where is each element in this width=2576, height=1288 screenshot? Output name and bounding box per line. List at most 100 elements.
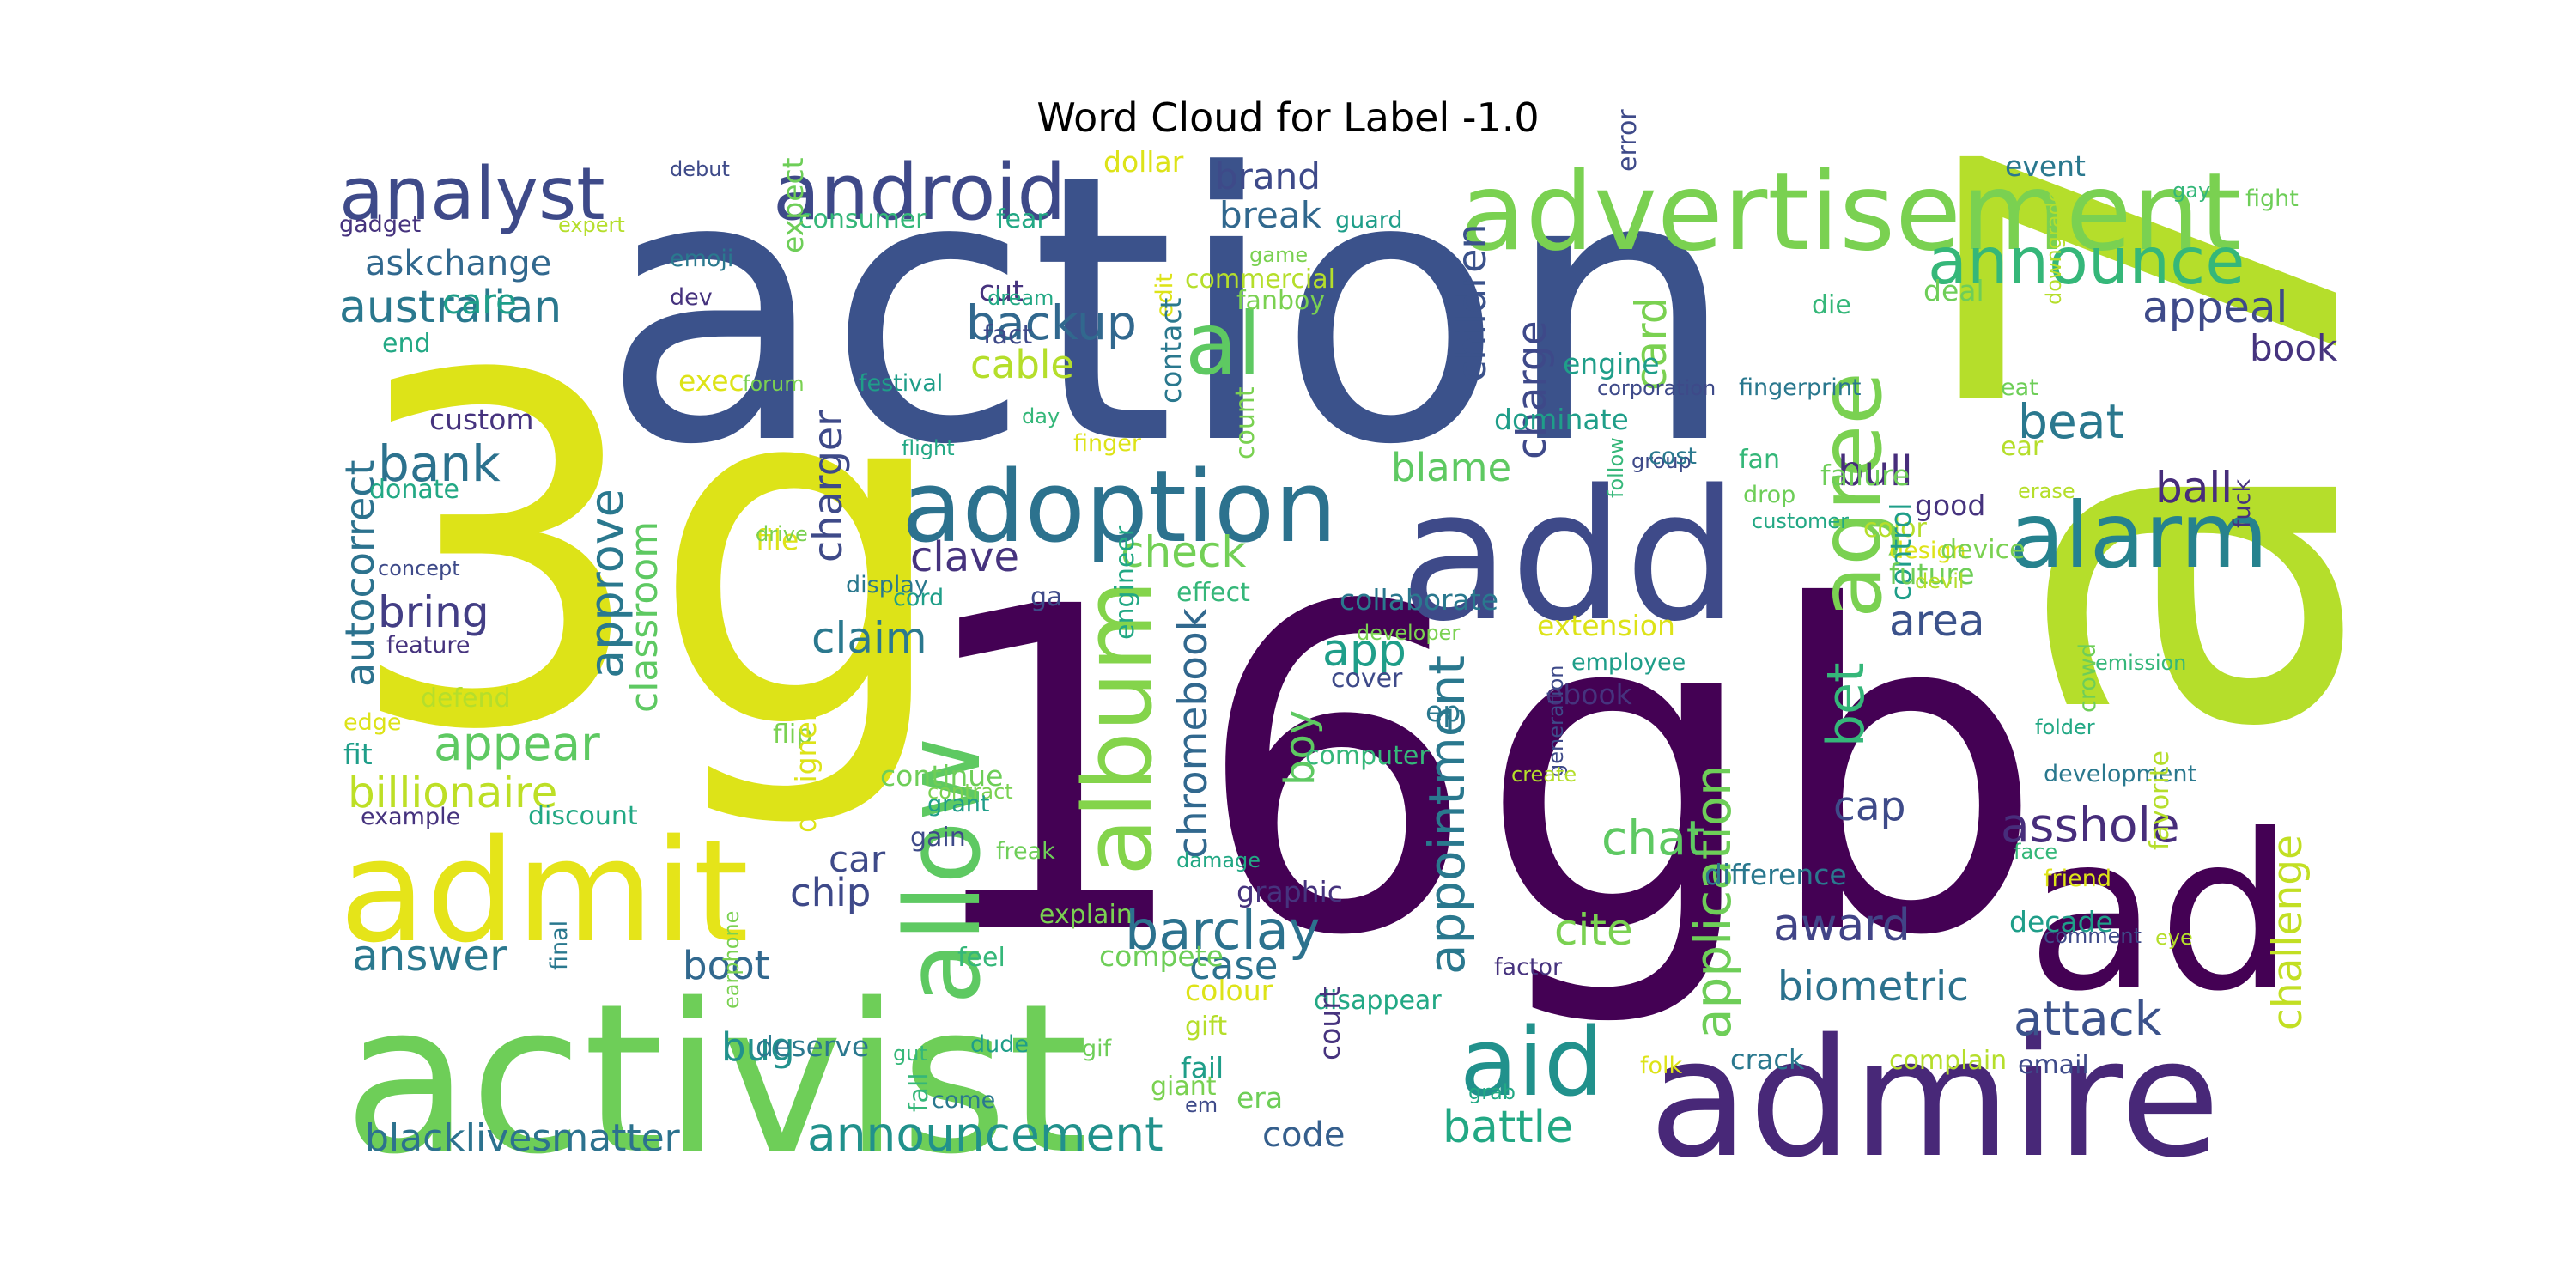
- word-dude: dude: [970, 1031, 1029, 1058]
- word-emoji: emoji: [670, 246, 733, 272]
- word-exec: exec: [678, 364, 744, 398]
- word-fingerprint: fingerprint: [1739, 374, 1861, 401]
- word-continue: continue: [880, 759, 1004, 793]
- word-ask: ask: [365, 244, 424, 283]
- word-final: final: [546, 920, 573, 970]
- word-cover: cover: [1331, 664, 1403, 694]
- word-dream: dream: [987, 286, 1054, 310]
- word-approve: approve: [580, 489, 634, 678]
- word-comment: comment: [2044, 924, 2142, 948]
- word-computer: computer: [1305, 741, 1430, 771]
- word-announcement: announcement: [807, 1107, 1163, 1162]
- word-award: award: [1773, 900, 1911, 951]
- word-alarm: alarm: [2009, 483, 2268, 588]
- word-day: day: [1022, 404, 1060, 428]
- word-boy: boy: [1276, 710, 1324, 786]
- word-ear: ear: [2001, 432, 2044, 462]
- word-aid: aid: [1460, 1007, 1604, 1117]
- word-decade: decade: [2009, 905, 2113, 939]
- word-donate: donate: [369, 475, 459, 505]
- word-fit: fit: [343, 738, 373, 771]
- word-event: event: [2005, 149, 2086, 183]
- word-expert: expert: [558, 213, 625, 237]
- word-deserve: deserve: [756, 1030, 869, 1063]
- word-challenge: challenge: [2264, 835, 2312, 1030]
- word-complain: complain: [1889, 1046, 2007, 1076]
- word-gift: gift: [1185, 1012, 1227, 1042]
- word-compete: compete: [1099, 939, 1224, 973]
- word-battle: battle: [1443, 1102, 1573, 1153]
- word-development: development: [2044, 761, 2196, 787]
- word-court: court: [1313, 987, 1346, 1060]
- word-feature: feature: [386, 632, 470, 659]
- word-application: application: [1684, 764, 1742, 1039]
- word-backup: backup: [966, 295, 1137, 350]
- word-finger: finger: [1073, 430, 1142, 457]
- word-analyst: analyst: [339, 152, 605, 237]
- word-favorite: favorite: [2145, 750, 2175, 850]
- word-claim: claim: [811, 613, 927, 663]
- word-care: care: [442, 283, 517, 322]
- word-asshole: asshole: [2001, 798, 2180, 853]
- word-explain: explain: [1039, 900, 1133, 930]
- word-folk: folk: [1640, 1053, 1683, 1079]
- word-concept: concept: [378, 556, 460, 580]
- word-consumer: consumer: [799, 204, 927, 234]
- word-eat: eat: [2001, 374, 2038, 401]
- word-charger: charger: [805, 410, 851, 562]
- word-em: em: [1185, 1093, 1218, 1117]
- word-gay: gay: [2172, 179, 2210, 203]
- word-color: color: [1863, 513, 1928, 544]
- word-area: area: [1889, 596, 1985, 646]
- word-debut: debut: [670, 157, 730, 181]
- word-blacklivesmatter: blacklivesmatter: [365, 1116, 681, 1160]
- word-fall: fall: [904, 1072, 934, 1112]
- word-flight: flight: [902, 436, 955, 460]
- word-come: come: [932, 1087, 995, 1114]
- word-graphic: graphic: [1236, 875, 1343, 908]
- word-advertisement: advertisement: [1460, 150, 2242, 275]
- word-app: app: [1322, 625, 1406, 677]
- word-appear: appear: [434, 716, 600, 771]
- word-a7: a7: [1857, 112, 2458, 756]
- word-era: era: [1236, 1081, 1283, 1115]
- word-grant: grant: [927, 791, 989, 817]
- word-edit: edit: [1151, 273, 1178, 318]
- word-effect: effect: [1176, 578, 1250, 608]
- word-fuck: fuck: [2229, 479, 2256, 528]
- word-emission: emission: [2095, 651, 2186, 675]
- word-earphone: earphone: [720, 911, 744, 1009]
- word-appointment: appointment: [1418, 655, 1476, 975]
- word-cut: cut: [979, 274, 1024, 307]
- word-action: action: [601, 96, 1738, 526]
- word-custom: custom: [429, 403, 534, 436]
- word-answer: answer: [352, 931, 507, 981]
- word-book: book: [2250, 327, 2338, 369]
- word-blame: blame: [1391, 445, 1511, 490]
- word-bug: bug: [721, 1024, 795, 1070]
- word-error: error: [1613, 109, 1643, 172]
- word-game: game: [1249, 243, 1308, 267]
- word-break: break: [1219, 194, 1322, 236]
- word-festival: festival: [859, 370, 943, 397]
- word-ebook: ebook: [1546, 677, 1633, 711]
- word-grab: grab: [1468, 1080, 1516, 1104]
- word-boot: boot: [683, 943, 769, 988]
- word-contract: contract: [927, 780, 1013, 804]
- word-autocorrect: autocorrect: [337, 459, 383, 687]
- word-control: control: [1884, 503, 1917, 601]
- word-gif: gif: [1082, 1036, 1113, 1062]
- word-ball: ball: [2155, 463, 2233, 513]
- word-drop: drop: [1743, 482, 1795, 508]
- word-dollar: dollar: [1103, 145, 1184, 179]
- word-face: face: [2014, 840, 2057, 864]
- word-case: case: [1189, 943, 1278, 988]
- word-contact: contact: [1154, 297, 1188, 404]
- word-eye: eye: [2155, 926, 2193, 950]
- word-attack: attack: [2014, 991, 2162, 1046]
- word-admire: admire: [1649, 1004, 2221, 1194]
- word-brand: brand: [1215, 155, 1321, 197]
- word-fanboy: fanboy: [1236, 286, 1325, 316]
- word-activist: activist: [343, 959, 1089, 1200]
